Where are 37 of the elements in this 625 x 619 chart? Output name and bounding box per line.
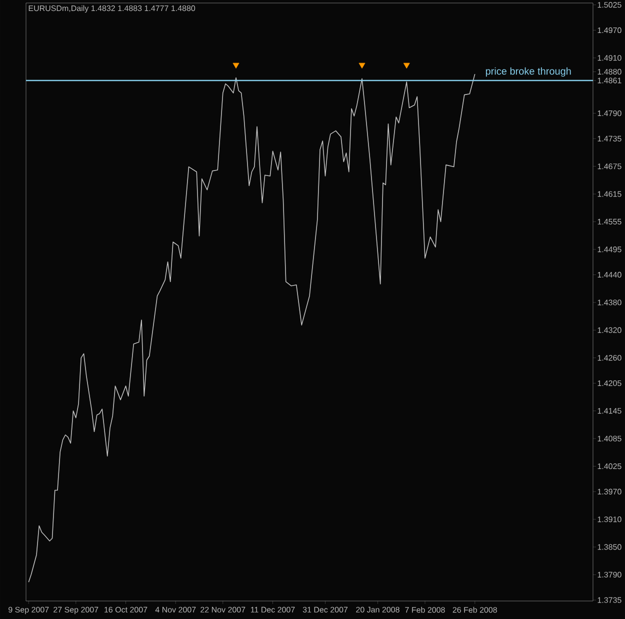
x-tick-label: 26 Feb 2008: [452, 606, 497, 613]
y-tick-label: 1.4205: [598, 380, 622, 386]
y-tick-label: 1.3735: [598, 597, 622, 603]
x-tick-label: 20 Jan 2008: [356, 606, 400, 613]
y-tick-label: 1.4320: [598, 327, 622, 333]
y-tick-label: 1.4025: [598, 463, 622, 470]
y-tick-label: 1.3790: [598, 572, 622, 578]
y-tick-label: 1.4910: [598, 55, 622, 61]
y-tick-label: 1.4380: [598, 300, 622, 306]
y-tick-label: 1.4790: [598, 110, 622, 116]
y-tick-label: 1.3970: [598, 488, 622, 494]
y-tick-label: 1.4145: [598, 408, 622, 414]
x-tick-label: 7 Feb 2008: [405, 606, 445, 613]
y-tick-label: 1.4440: [598, 272, 622, 278]
y-tick-label: 1.4615: [598, 191, 622, 197]
x-tick-label: 27 Sep 2007: [54, 606, 98, 614]
y-tick-label: 1.4085: [598, 436, 622, 442]
y-tick-label: 1.3850: [598, 544, 622, 550]
x-tick-label: 31 Dec 2007: [302, 606, 348, 613]
y-tick-label: 1.4260: [598, 354, 622, 361]
y-tick-label: 1.3910: [598, 516, 622, 522]
y-tick-label: 1.4495: [598, 246, 622, 252]
y-tick-label: 1.4880: [598, 68, 622, 75]
y-tick-label: 1.4675: [598, 164, 622, 170]
y-tick-label: 1.4555: [598, 218, 622, 224]
ref-line-label: price broke through: [486, 67, 571, 77]
y-tick-label: 1.4861: [598, 78, 622, 84]
x-tick-label: 9 Sep 2007: [8, 606, 49, 614]
x-tick-label: 16 Oct 2007: [104, 606, 148, 613]
line-series: [28, 74, 476, 582]
y-tick-label: 1.4735: [598, 136, 622, 142]
y-tick-label: 1.4970: [598, 27, 622, 34]
y-tick-label: 1.5025: [598, 2, 622, 8]
chart-title: EURUSDm,Daily 1.4832 1.4883 1.4777 1.4880: [28, 5, 196, 13]
x-tick-label: 22 Nov 2007: [200, 606, 246, 613]
x-tick-label: 11 Dec 2007: [250, 606, 295, 613]
x-tick-label: 4 Nov 2007: [155, 606, 196, 613]
